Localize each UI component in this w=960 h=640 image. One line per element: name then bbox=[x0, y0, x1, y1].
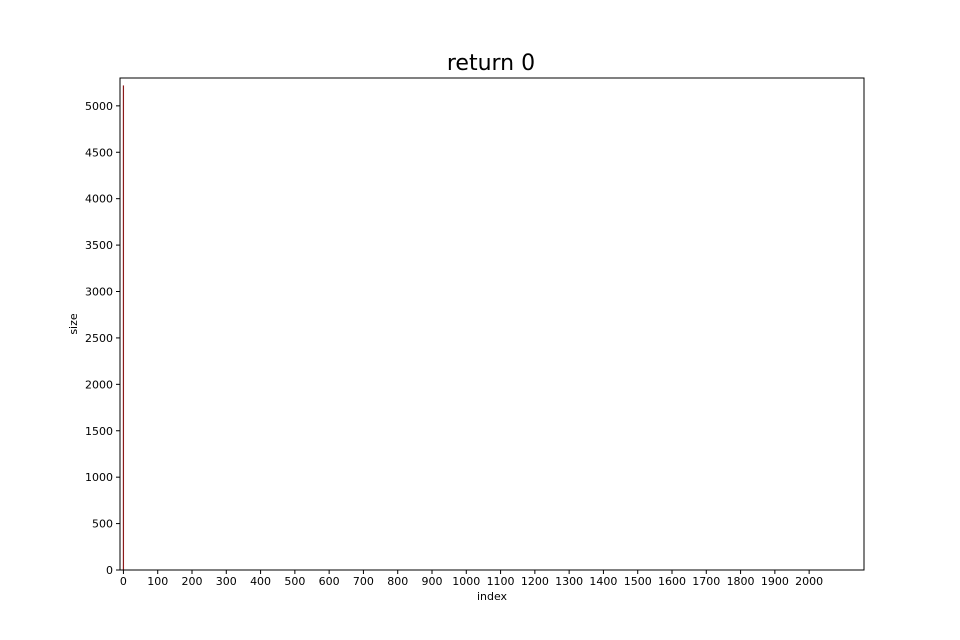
x-tick-label: 700 bbox=[353, 575, 374, 588]
x-tick-label: 1400 bbox=[589, 575, 617, 588]
bars-group bbox=[122, 85, 125, 571]
x-tick-label: 500 bbox=[284, 575, 305, 588]
y-tick-label: 1500 bbox=[85, 425, 113, 438]
x-tick-label: 800 bbox=[387, 575, 408, 588]
x-axis-label: index bbox=[477, 590, 508, 603]
x-tick-label: 1600 bbox=[658, 575, 686, 588]
x-tick-label: 900 bbox=[422, 575, 443, 588]
x-tick-label: 2000 bbox=[795, 575, 823, 588]
x-tick-label: 0 bbox=[120, 575, 127, 588]
x-tick-label: 1800 bbox=[727, 575, 755, 588]
y-tick-label: 1000 bbox=[85, 471, 113, 484]
y-tick-label: 4000 bbox=[85, 193, 113, 206]
y-tick-label: 3500 bbox=[85, 239, 113, 252]
x-tick-label: 300 bbox=[216, 575, 237, 588]
x-tick-label: 400 bbox=[250, 575, 271, 588]
x-tick-label: 1300 bbox=[555, 575, 583, 588]
plot-frame bbox=[119, 77, 865, 571]
x-tick-label: 1100 bbox=[487, 575, 515, 588]
y-tick-label: 3000 bbox=[85, 286, 113, 299]
y-tick-label: 4500 bbox=[85, 146, 113, 159]
x-tick-label: 200 bbox=[182, 575, 203, 588]
y-tick-label: 500 bbox=[92, 518, 113, 531]
chart-title: return 0 bbox=[447, 51, 535, 76]
y-tick-label: 5000 bbox=[85, 100, 113, 113]
x-tick-label: 1700 bbox=[692, 575, 720, 588]
x-tick-label: 1900 bbox=[761, 575, 789, 588]
y-axis-label: size bbox=[67, 313, 80, 335]
x-tick-label: 1000 bbox=[452, 575, 480, 588]
bar-0 bbox=[122, 85, 125, 571]
y-tick-label: 2500 bbox=[85, 332, 113, 345]
y-tick-label: 2000 bbox=[85, 378, 113, 391]
x-tick-label: 1500 bbox=[624, 575, 652, 588]
x-tick-label: 1200 bbox=[521, 575, 549, 588]
y-axis-ticks: 0 500 1000 1500 2000 2500 3000 3500 4000 4500 5000 bbox=[85, 100, 120, 577]
x-tick-label: 600 bbox=[319, 575, 340, 588]
y-tick-label: 0 bbox=[106, 564, 113, 577]
x-tick-label: 100 bbox=[147, 575, 168, 588]
x-axis-ticks: 0 100 200 300 400 500 600 700 800 900 1000 1100 1200… bbox=[120, 570, 823, 588]
